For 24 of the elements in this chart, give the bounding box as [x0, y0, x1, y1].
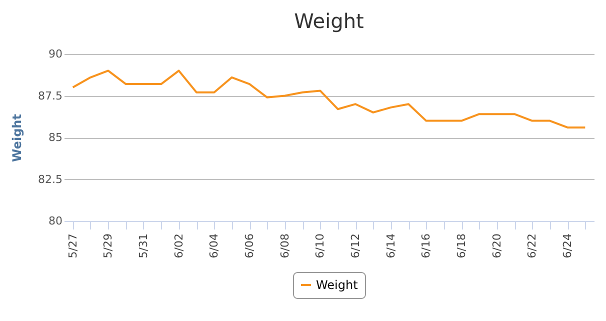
y-tick-label: 80 [48, 214, 62, 228]
x-tick-label: 6/22 [526, 234, 539, 258]
line-series [72, 70, 586, 128]
x-tick-label: 6/16 [420, 234, 433, 258]
y-tick-label: 87.5 [38, 89, 62, 102]
y-tick-label: 82.5 [38, 172, 62, 186]
x-tick-label: 6/24 [561, 234, 574, 258]
x-tick-label: 6/08 [278, 234, 292, 258]
x-tick-label: 6/18 [455, 234, 468, 258]
x-tick-label: 5/27 [66, 234, 80, 258]
y-tick-label: 85 [48, 131, 62, 144]
x-tick-label: 5/29 [102, 234, 115, 258]
x-tick-label: 6/04 [208, 234, 221, 258]
y-axis-title: Weight [10, 114, 24, 162]
chart-title: Weight [294, 9, 364, 33]
x-tick-label: 6/02 [172, 234, 186, 258]
x-tick-label: 6/12 [349, 234, 362, 258]
x-tick-label: 6/10 [314, 234, 327, 258]
x-tick-label: 6/20 [490, 234, 504, 258]
legend-label: Weight [316, 278, 358, 292]
y-tick-label: 90 [48, 48, 62, 60]
x-tick-label: 6/06 [243, 234, 256, 258]
x-tick-label: 6/14 [384, 234, 398, 258]
x-tick-label: 5/31 [137, 234, 150, 258]
